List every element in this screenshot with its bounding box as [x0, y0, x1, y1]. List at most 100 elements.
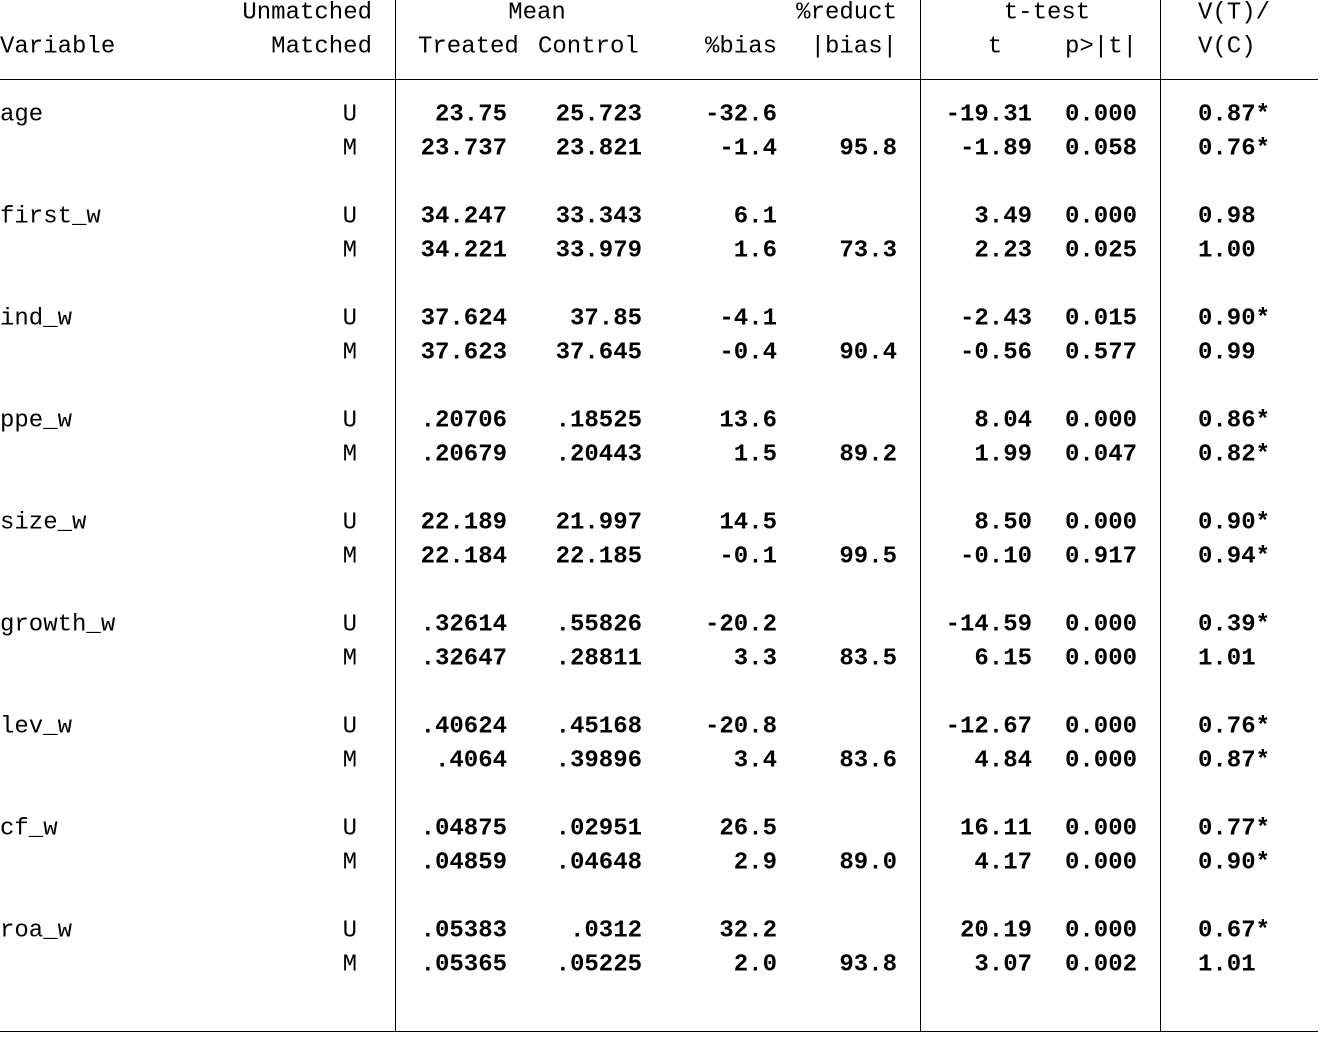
cell-bias: 2.0	[734, 951, 777, 978]
cell-v: 1.01	[1198, 951, 1256, 978]
cell-control: .39896	[556, 747, 642, 774]
cell-sample: M	[343, 441, 357, 468]
cell-reduct: 93.8	[839, 951, 897, 978]
header-t: t	[988, 33, 1002, 60]
cell-sample: U	[343, 509, 357, 536]
cell-p: 0.000	[1065, 101, 1137, 128]
cell-control: .05225	[556, 951, 642, 978]
variable-name: cf_w	[0, 815, 58, 842]
cell-p: 0.000	[1065, 203, 1137, 230]
header-mean: Mean	[508, 0, 566, 26]
cell-treated: .04875	[421, 815, 507, 842]
cell-v: 0.76*	[1198, 713, 1270, 740]
cell-bias: 3.4	[734, 747, 777, 774]
cell-bias: -0.1	[719, 543, 777, 570]
cell-treated: 22.189	[421, 509, 507, 536]
cell-bias: -20.8	[705, 713, 777, 740]
cell-control: 33.979	[556, 237, 642, 264]
cell-v: 0.67*	[1198, 917, 1270, 944]
header-control: Control	[538, 33, 639, 60]
cell-p: 0.000	[1065, 407, 1137, 434]
header-variable: Variable	[0, 33, 115, 60]
cell-sample: M	[343, 747, 357, 774]
cell-sample: M	[343, 237, 357, 264]
cell-sample: M	[343, 645, 357, 672]
cell-control: .28811	[556, 645, 642, 672]
header-p: p>|t|	[1065, 33, 1137, 60]
cell-sample: U	[343, 917, 357, 944]
cell-control: .45168	[556, 713, 642, 740]
cell-sample: M	[343, 543, 357, 570]
cell-t: -0.10	[960, 543, 1032, 570]
variable-name: growth_w	[0, 611, 116, 638]
variable-name: lev_w	[0, 713, 73, 740]
cell-treated: 34.221	[421, 237, 507, 264]
cell-t: 4.84	[974, 747, 1032, 774]
cell-p: 0.000	[1065, 713, 1137, 740]
cell-control: .04648	[556, 849, 642, 876]
variable-name: first_w	[0, 203, 101, 230]
cell-p: 0.577	[1065, 339, 1137, 366]
cell-p: 0.015	[1065, 305, 1137, 332]
cell-treated: 37.624	[421, 305, 507, 332]
cell-treated: 34.247	[421, 203, 507, 230]
cell-p: 0.917	[1065, 543, 1137, 570]
cell-sample: U	[343, 101, 357, 128]
cell-reduct: 89.2	[839, 441, 897, 468]
cell-bias: 2.9	[734, 849, 777, 876]
cell-control: 25.723	[556, 101, 642, 128]
cell-sample: M	[343, 849, 357, 876]
cell-p: 0.000	[1065, 645, 1137, 672]
cell-bias: 3.3	[734, 645, 777, 672]
cell-t: -12.67	[946, 713, 1032, 740]
cell-t: 2.23	[974, 237, 1032, 264]
cell-control: 23.821	[556, 135, 642, 162]
cell-t: 3.49	[974, 203, 1032, 230]
header-ttest: t-test	[1004, 0, 1090, 26]
cell-control: .0312	[570, 917, 642, 944]
cell-bias: -1.4	[719, 135, 777, 162]
cell-control: .55826	[556, 611, 642, 638]
cell-p: 0.047	[1065, 441, 1137, 468]
cell-p: 0.000	[1065, 747, 1137, 774]
cell-p: 0.058	[1065, 135, 1137, 162]
cell-v: 0.87*	[1198, 101, 1270, 128]
cell-treated: .32614	[421, 611, 507, 638]
variable-name: size_w	[0, 509, 87, 536]
cell-v: 0.39*	[1198, 611, 1270, 638]
cell-bias: 14.5	[719, 509, 777, 536]
cell-bias: 13.6	[719, 407, 777, 434]
header-reduct: %reduct	[796, 0, 897, 26]
cell-p: 0.000	[1065, 917, 1137, 944]
cell-v: 0.82*	[1198, 441, 1270, 468]
header-bias: %bias	[705, 33, 777, 60]
cell-reduct: 73.3	[839, 237, 897, 264]
header-abs-bias: |bias|	[811, 33, 897, 60]
cell-sample: U	[343, 713, 357, 740]
cell-sample: M	[343, 951, 357, 978]
cell-treated: .20679	[421, 441, 507, 468]
cell-control: 21.997	[556, 509, 642, 536]
cell-v: 0.77*	[1198, 815, 1270, 842]
header-treated: Treated	[418, 33, 519, 60]
cell-v: 0.90*	[1198, 509, 1270, 536]
cell-p: 0.025	[1065, 237, 1137, 264]
cell-treated: 37.623	[421, 339, 507, 366]
cell-v: 0.98	[1198, 203, 1256, 230]
cell-p: 0.002	[1065, 951, 1137, 978]
cell-bias: 32.2	[719, 917, 777, 944]
cell-t: 6.15	[974, 645, 1032, 672]
cell-control: 37.85	[570, 305, 642, 332]
cell-treated: 23.737	[421, 135, 507, 162]
cell-bias: -32.6	[705, 101, 777, 128]
cell-bias: 1.6	[734, 237, 777, 264]
cell-treated: 23.75	[435, 101, 507, 128]
cell-reduct: 83.6	[839, 747, 897, 774]
cell-treated: .32647	[421, 645, 507, 672]
cell-t: 1.99	[974, 441, 1032, 468]
cell-control: 37.645	[556, 339, 642, 366]
cell-t: -2.43	[960, 305, 1032, 332]
header-vratio: V(T)/	[1198, 0, 1270, 26]
cell-t: -19.31	[946, 101, 1032, 128]
cell-t: 3.07	[974, 951, 1032, 978]
